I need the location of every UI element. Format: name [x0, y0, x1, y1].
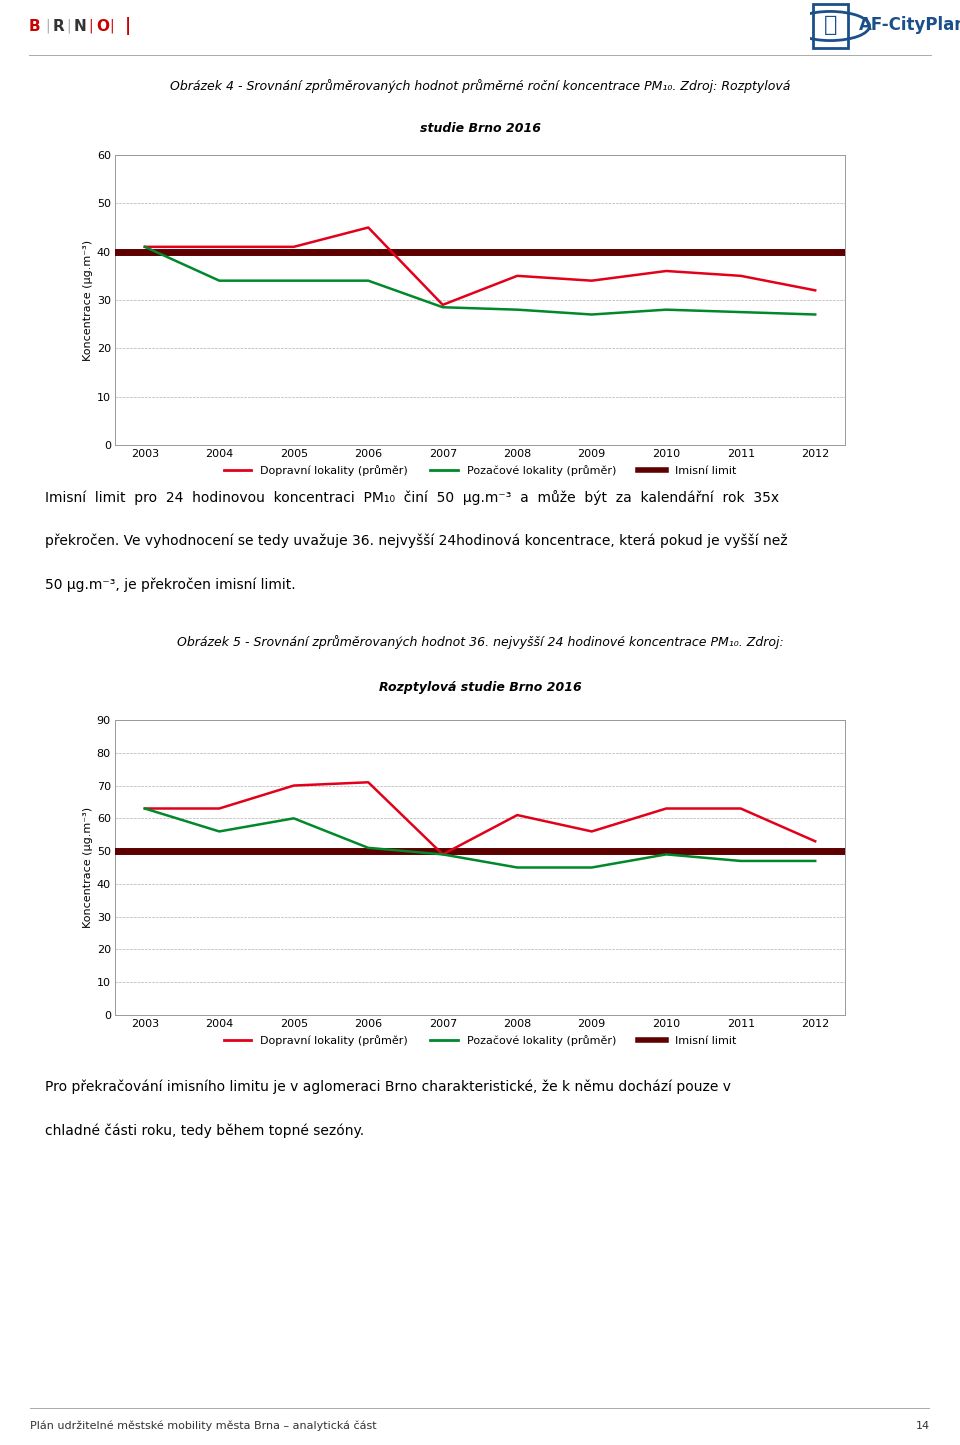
Text: N: N — [74, 19, 86, 33]
Text: O: O — [96, 19, 109, 33]
Legend: Dopravní lokality (průměr), Pozačové lokality (průměr), Imisní limit: Dopravní lokality (průměr), Pozačové lok… — [219, 1030, 741, 1051]
Text: R: R — [53, 19, 64, 33]
Text: 14: 14 — [916, 1420, 930, 1431]
Text: Rozptylová studie Brno 2016: Rozptylová studie Brno 2016 — [378, 681, 582, 694]
Text: studie Brno 2016: studie Brno 2016 — [420, 123, 540, 136]
Text: Obrázek 5 - Srovnání zprůměrovaných hodnot 36. nejvyšší 24 hodinové koncentrace : Obrázek 5 - Srovnání zprůměrovaných hodn… — [177, 636, 783, 649]
Text: překročen. Ve vyhodnocení se tedy uvažuje 36. nejvyšší 24hodinová koncentrace, k: překročen. Ve vyhodnocení se tedy uvažuj… — [45, 533, 787, 548]
Text: |: | — [88, 19, 93, 33]
Text: |: | — [125, 17, 131, 35]
Text: Plán udržitelné městské mobility města Brna – analytická část: Plán udržitelné městské mobility města B… — [30, 1420, 376, 1431]
Text: AF-CityPlan: AF-CityPlan — [859, 16, 960, 35]
Text: 50 μg.m⁻³, je překročen imisní limit.: 50 μg.m⁻³, je překročen imisní limit. — [45, 578, 296, 592]
Text: Ⓐ: Ⓐ — [824, 14, 837, 35]
Text: |: | — [109, 19, 114, 33]
FancyBboxPatch shape — [813, 4, 848, 48]
Y-axis label: Koncentrace (µg.m⁻³): Koncentrace (µg.m⁻³) — [83, 240, 92, 361]
Text: chladné části roku, tedy během topné sezóny.: chladné části roku, tedy během topné sez… — [45, 1123, 364, 1137]
Text: B: B — [29, 19, 40, 33]
Text: |: | — [66, 19, 71, 33]
Text: |: | — [45, 19, 50, 33]
Text: Pro překračování imisního limitu je v aglomeraci Brno charakteristické, že k něm: Pro překračování imisního limitu je v ag… — [45, 1079, 731, 1094]
Text: Imisní  limit  pro  24  hodinovou  koncentraci  PM₁₀  činí  50  μg.m⁻³  a  může : Imisní limit pro 24 hodinovou koncentrac… — [45, 490, 780, 504]
Text: Obrázek 4 - Srovnání zprůměrovaných hodnot průměrné roční koncentrace PM₁₀. Zdro: Obrázek 4 - Srovnání zprůměrovaných hodn… — [170, 79, 790, 94]
Y-axis label: Koncentrace (µg.m⁻³): Koncentrace (µg.m⁻³) — [83, 806, 92, 928]
Legend: Dopravní lokality (průměr), Pozačové lokality (průměr), Imisní limit: Dopravní lokality (průměr), Pozačové lok… — [219, 461, 741, 480]
